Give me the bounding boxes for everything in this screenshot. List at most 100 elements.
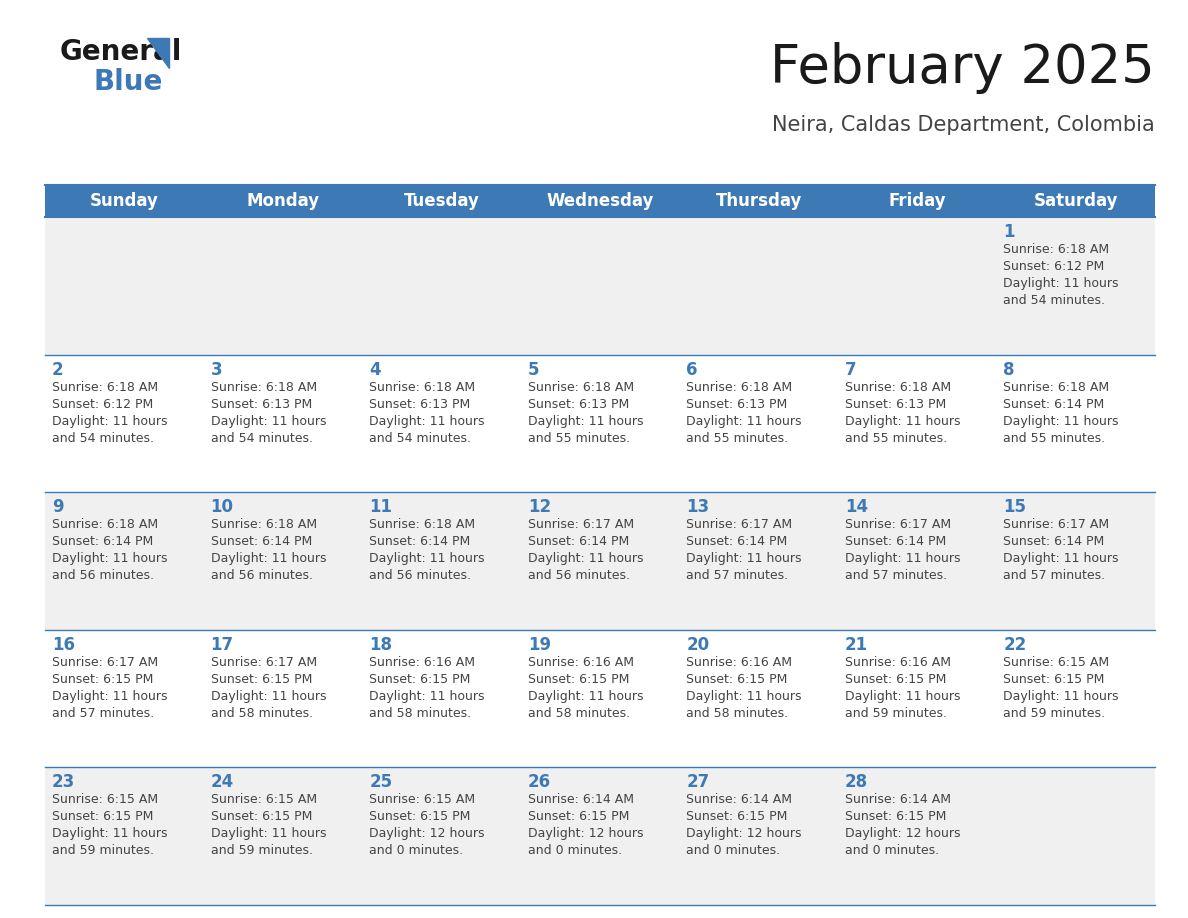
- Text: Daylight: 11 hours: Daylight: 11 hours: [845, 553, 960, 565]
- Text: Sunset: 6:12 PM: Sunset: 6:12 PM: [1004, 260, 1105, 273]
- Text: Sunset: 6:15 PM: Sunset: 6:15 PM: [369, 811, 470, 823]
- Text: Sunrise: 6:18 AM: Sunrise: 6:18 AM: [1004, 381, 1110, 394]
- Text: Sunrise: 6:17 AM: Sunrise: 6:17 AM: [210, 655, 317, 669]
- Text: Sunset: 6:15 PM: Sunset: 6:15 PM: [210, 811, 312, 823]
- Text: and 54 minutes.: and 54 minutes.: [210, 431, 312, 444]
- Text: 2: 2: [52, 361, 64, 378]
- Text: Sunrise: 6:16 AM: Sunrise: 6:16 AM: [845, 655, 950, 669]
- Text: 15: 15: [1004, 498, 1026, 516]
- Text: 23: 23: [52, 773, 75, 791]
- Bar: [680, 630, 838, 767]
- Text: Sunrise: 6:18 AM: Sunrise: 6:18 AM: [1004, 243, 1110, 256]
- Text: Sunset: 6:14 PM: Sunset: 6:14 PM: [369, 535, 470, 548]
- Text: Sunset: 6:14 PM: Sunset: 6:14 PM: [52, 535, 153, 548]
- Text: and 59 minutes.: and 59 minutes.: [1004, 707, 1105, 720]
- Bar: [838, 492, 997, 630]
- Text: Sunrise: 6:14 AM: Sunrise: 6:14 AM: [687, 793, 792, 806]
- Text: Sunset: 6:15 PM: Sunset: 6:15 PM: [687, 673, 788, 686]
- Bar: [362, 767, 520, 905]
- Text: Sunset: 6:15 PM: Sunset: 6:15 PM: [52, 811, 153, 823]
- Text: and 0 minutes.: and 0 minutes.: [845, 845, 939, 857]
- Text: Sunset: 6:14 PM: Sunset: 6:14 PM: [1004, 397, 1105, 410]
- Text: and 57 minutes.: and 57 minutes.: [687, 569, 789, 582]
- Text: Sunset: 6:12 PM: Sunset: 6:12 PM: [52, 397, 153, 410]
- Text: 8: 8: [1004, 361, 1015, 378]
- Text: 12: 12: [527, 498, 551, 516]
- Text: Sunset: 6:15 PM: Sunset: 6:15 PM: [210, 673, 312, 686]
- Bar: [45, 185, 203, 217]
- Text: and 58 minutes.: and 58 minutes.: [687, 707, 789, 720]
- Text: Sunset: 6:13 PM: Sunset: 6:13 PM: [210, 397, 311, 410]
- Text: and 55 minutes.: and 55 minutes.: [1004, 431, 1106, 444]
- Text: and 54 minutes.: and 54 minutes.: [1004, 294, 1105, 307]
- Text: 7: 7: [845, 361, 857, 378]
- Text: 17: 17: [210, 636, 234, 654]
- Bar: [45, 630, 203, 767]
- Text: Sunrise: 6:14 AM: Sunrise: 6:14 AM: [527, 793, 633, 806]
- Text: 26: 26: [527, 773, 551, 791]
- Text: Sunrise: 6:17 AM: Sunrise: 6:17 AM: [687, 518, 792, 532]
- Text: Daylight: 11 hours: Daylight: 11 hours: [52, 827, 168, 840]
- Text: and 54 minutes.: and 54 minutes.: [52, 431, 154, 444]
- Text: Blue: Blue: [93, 68, 163, 96]
- Bar: [520, 492, 680, 630]
- Text: Daylight: 11 hours: Daylight: 11 hours: [52, 689, 168, 703]
- Text: and 56 minutes.: and 56 minutes.: [210, 569, 312, 582]
- Bar: [362, 492, 520, 630]
- Text: 27: 27: [687, 773, 709, 791]
- Text: Daylight: 11 hours: Daylight: 11 hours: [845, 415, 960, 428]
- Bar: [997, 354, 1155, 492]
- Text: Daylight: 11 hours: Daylight: 11 hours: [52, 553, 168, 565]
- Text: Sunset: 6:14 PM: Sunset: 6:14 PM: [210, 535, 311, 548]
- Bar: [997, 492, 1155, 630]
- Bar: [362, 630, 520, 767]
- Bar: [203, 492, 362, 630]
- Text: 4: 4: [369, 361, 381, 378]
- Bar: [680, 767, 838, 905]
- Text: Daylight: 11 hours: Daylight: 11 hours: [845, 689, 960, 703]
- Text: and 57 minutes.: and 57 minutes.: [52, 707, 154, 720]
- Text: Sunrise: 6:18 AM: Sunrise: 6:18 AM: [210, 518, 317, 532]
- Text: Daylight: 11 hours: Daylight: 11 hours: [687, 689, 802, 703]
- Text: 10: 10: [210, 498, 234, 516]
- Bar: [680, 492, 838, 630]
- Text: and 55 minutes.: and 55 minutes.: [527, 431, 630, 444]
- Text: Sunrise: 6:18 AM: Sunrise: 6:18 AM: [369, 518, 475, 532]
- Text: Sunrise: 6:18 AM: Sunrise: 6:18 AM: [687, 381, 792, 394]
- Text: 5: 5: [527, 361, 539, 378]
- Text: Sunrise: 6:18 AM: Sunrise: 6:18 AM: [210, 381, 317, 394]
- Text: Sunrise: 6:16 AM: Sunrise: 6:16 AM: [687, 655, 792, 669]
- Text: Saturday: Saturday: [1034, 192, 1118, 210]
- Text: Sunset: 6:14 PM: Sunset: 6:14 PM: [687, 535, 788, 548]
- Text: General: General: [61, 38, 183, 66]
- Bar: [203, 630, 362, 767]
- Text: 28: 28: [845, 773, 868, 791]
- Text: Sunset: 6:13 PM: Sunset: 6:13 PM: [369, 397, 470, 410]
- Bar: [520, 217, 680, 354]
- Text: Friday: Friday: [889, 192, 946, 210]
- Bar: [997, 185, 1155, 217]
- Text: 20: 20: [687, 636, 709, 654]
- Text: 1: 1: [1004, 223, 1015, 241]
- Bar: [680, 185, 838, 217]
- Text: Sunrise: 6:18 AM: Sunrise: 6:18 AM: [845, 381, 950, 394]
- Text: 24: 24: [210, 773, 234, 791]
- Text: Sunrise: 6:18 AM: Sunrise: 6:18 AM: [527, 381, 634, 394]
- Text: and 56 minutes.: and 56 minutes.: [527, 569, 630, 582]
- Text: Sunset: 6:14 PM: Sunset: 6:14 PM: [1004, 535, 1105, 548]
- Text: and 56 minutes.: and 56 minutes.: [52, 569, 154, 582]
- Text: Sunrise: 6:18 AM: Sunrise: 6:18 AM: [52, 518, 158, 532]
- Text: Monday: Monday: [246, 192, 320, 210]
- Text: Sunday: Sunday: [90, 192, 159, 210]
- Text: 18: 18: [369, 636, 392, 654]
- Bar: [997, 217, 1155, 354]
- Text: Sunrise: 6:14 AM: Sunrise: 6:14 AM: [845, 793, 950, 806]
- Text: Daylight: 11 hours: Daylight: 11 hours: [369, 553, 485, 565]
- Text: Sunrise: 6:18 AM: Sunrise: 6:18 AM: [369, 381, 475, 394]
- Text: Daylight: 11 hours: Daylight: 11 hours: [687, 415, 802, 428]
- Bar: [203, 217, 362, 354]
- Text: Sunset: 6:15 PM: Sunset: 6:15 PM: [845, 673, 946, 686]
- Text: Sunset: 6:15 PM: Sunset: 6:15 PM: [369, 673, 470, 686]
- Text: Daylight: 11 hours: Daylight: 11 hours: [527, 415, 643, 428]
- Text: and 0 minutes.: and 0 minutes.: [687, 845, 781, 857]
